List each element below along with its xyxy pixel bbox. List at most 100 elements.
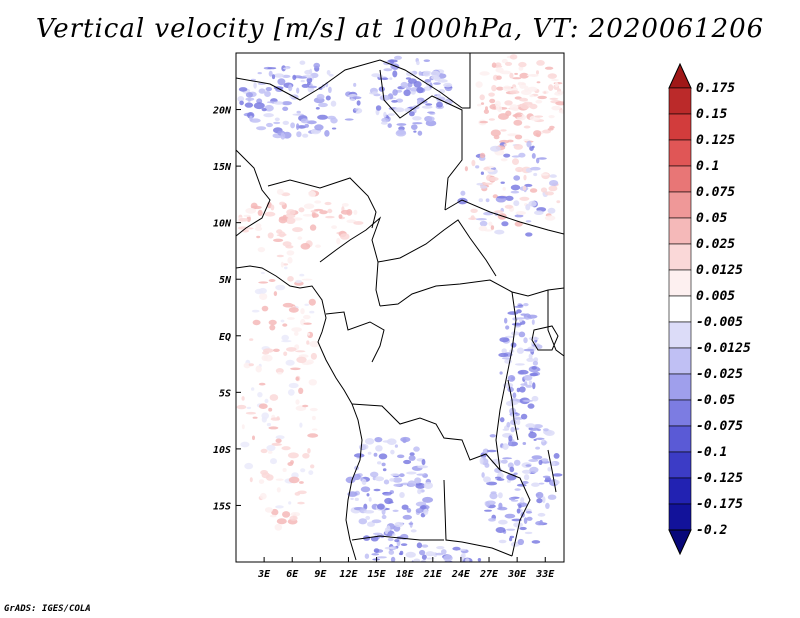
field-speckle: [504, 513, 516, 519]
colorbar-extend-bottom: [668, 529, 692, 556]
field-speckle: [513, 522, 523, 528]
field-speckle: [266, 122, 273, 128]
field-speckle: [488, 92, 495, 97]
field-speckle: [267, 67, 277, 70]
field-speckle: [508, 497, 516, 501]
field-speckle: [238, 87, 248, 92]
field-speckle: [523, 303, 529, 307]
field-speckle: [408, 522, 414, 525]
field-speckle: [324, 130, 330, 137]
field-speckle: [413, 108, 417, 114]
field-speckle: [283, 351, 288, 357]
field-speckle: [423, 86, 432, 91]
field-speckle: [433, 82, 441, 85]
field-speckle: [254, 226, 263, 231]
field-speckle: [537, 157, 547, 160]
field-speckle: [367, 451, 372, 455]
field-speckle: [289, 515, 298, 521]
field-speckle: [282, 302, 294, 308]
field-speckle: [407, 480, 416, 487]
field-speckle: [399, 473, 405, 478]
field-speckle: [518, 81, 522, 85]
field-speckle: [520, 497, 525, 504]
field-speckle: [257, 209, 263, 216]
field-speckle: [287, 452, 299, 459]
field-speckle: [528, 459, 539, 462]
field-speckle: [470, 215, 475, 221]
field-speckle: [261, 412, 270, 420]
field-speckle: [535, 99, 543, 104]
field-speckle: [341, 203, 349, 207]
field-speckle: [427, 111, 435, 114]
field-speckle: [261, 472, 270, 479]
field-speckle: [280, 132, 286, 140]
field-speckle: [543, 428, 549, 432]
field-speckle: [264, 91, 271, 97]
field-speckle: [309, 68, 313, 75]
field-speckle: [413, 558, 421, 562]
field-speckle: [365, 564, 372, 566]
field-speckle: [282, 468, 287, 472]
field-speckle: [303, 314, 311, 320]
field-speckle: [417, 488, 422, 495]
field-speckle: [391, 100, 398, 103]
field-speckle: [499, 417, 505, 423]
field-speckle: [371, 553, 380, 556]
field-speckle: [529, 103, 538, 110]
field-speckle: [383, 479, 390, 485]
field-speckle: [518, 318, 523, 323]
colorbar-label: -0.125: [696, 471, 743, 486]
field-speckle: [523, 474, 530, 481]
field-speckle: [290, 512, 301, 517]
field-speckle: [260, 448, 268, 454]
field-speckle: [396, 129, 406, 135]
field-speckle: [479, 120, 489, 124]
field-speckle: [240, 441, 250, 448]
field-speckle: [524, 183, 533, 187]
field-speckle: [267, 232, 274, 239]
field-speckle: [258, 382, 266, 386]
field-speckle: [277, 371, 283, 375]
field-speckle: [266, 444, 276, 452]
field-speckle: [519, 196, 530, 201]
field-speckle: [398, 552, 403, 556]
field-speckle: [479, 71, 490, 76]
field-speckle: [547, 467, 552, 472]
field-speckle: [292, 227, 303, 233]
field-speckle: [416, 60, 420, 66]
field-speckle: [271, 74, 276, 80]
field-speckle: [412, 122, 423, 125]
field-speckle: [478, 225, 488, 232]
y-tick-label: 5S: [219, 388, 231, 399]
field-speckle: [437, 93, 441, 98]
field-speckle: [331, 225, 337, 230]
field-speckle: [509, 72, 514, 79]
field-speckle: [525, 511, 533, 514]
field-speckle: [523, 348, 535, 352]
field-speckle: [378, 86, 385, 92]
border-drc-angola: [351, 403, 501, 471]
field-speckle: [259, 492, 267, 500]
field-speckle: [280, 319, 285, 323]
field-speckle: [310, 464, 315, 469]
field-speckle: [530, 166, 541, 171]
field-speckle: [489, 434, 496, 438]
field-speckle: [295, 399, 300, 405]
lake-victoria: [531, 325, 559, 351]
field-speckle: [267, 450, 273, 454]
field-speckle: [380, 121, 388, 125]
field-speckle: [517, 369, 529, 375]
field-speckle: [495, 527, 506, 533]
field-speckle: [523, 517, 528, 524]
field-speckle: [554, 81, 559, 88]
field-speckle: [264, 398, 269, 404]
field-speckle: [364, 438, 375, 445]
field-speckle: [512, 113, 523, 118]
field-speckle: [514, 134, 523, 140]
field-speckle: [309, 224, 317, 231]
field-speckle: [516, 508, 521, 514]
field-speckle: [386, 438, 397, 446]
field-speckle: [425, 103, 433, 106]
x-tick-label: 33E: [535, 569, 555, 580]
field-speckle: [366, 493, 370, 497]
